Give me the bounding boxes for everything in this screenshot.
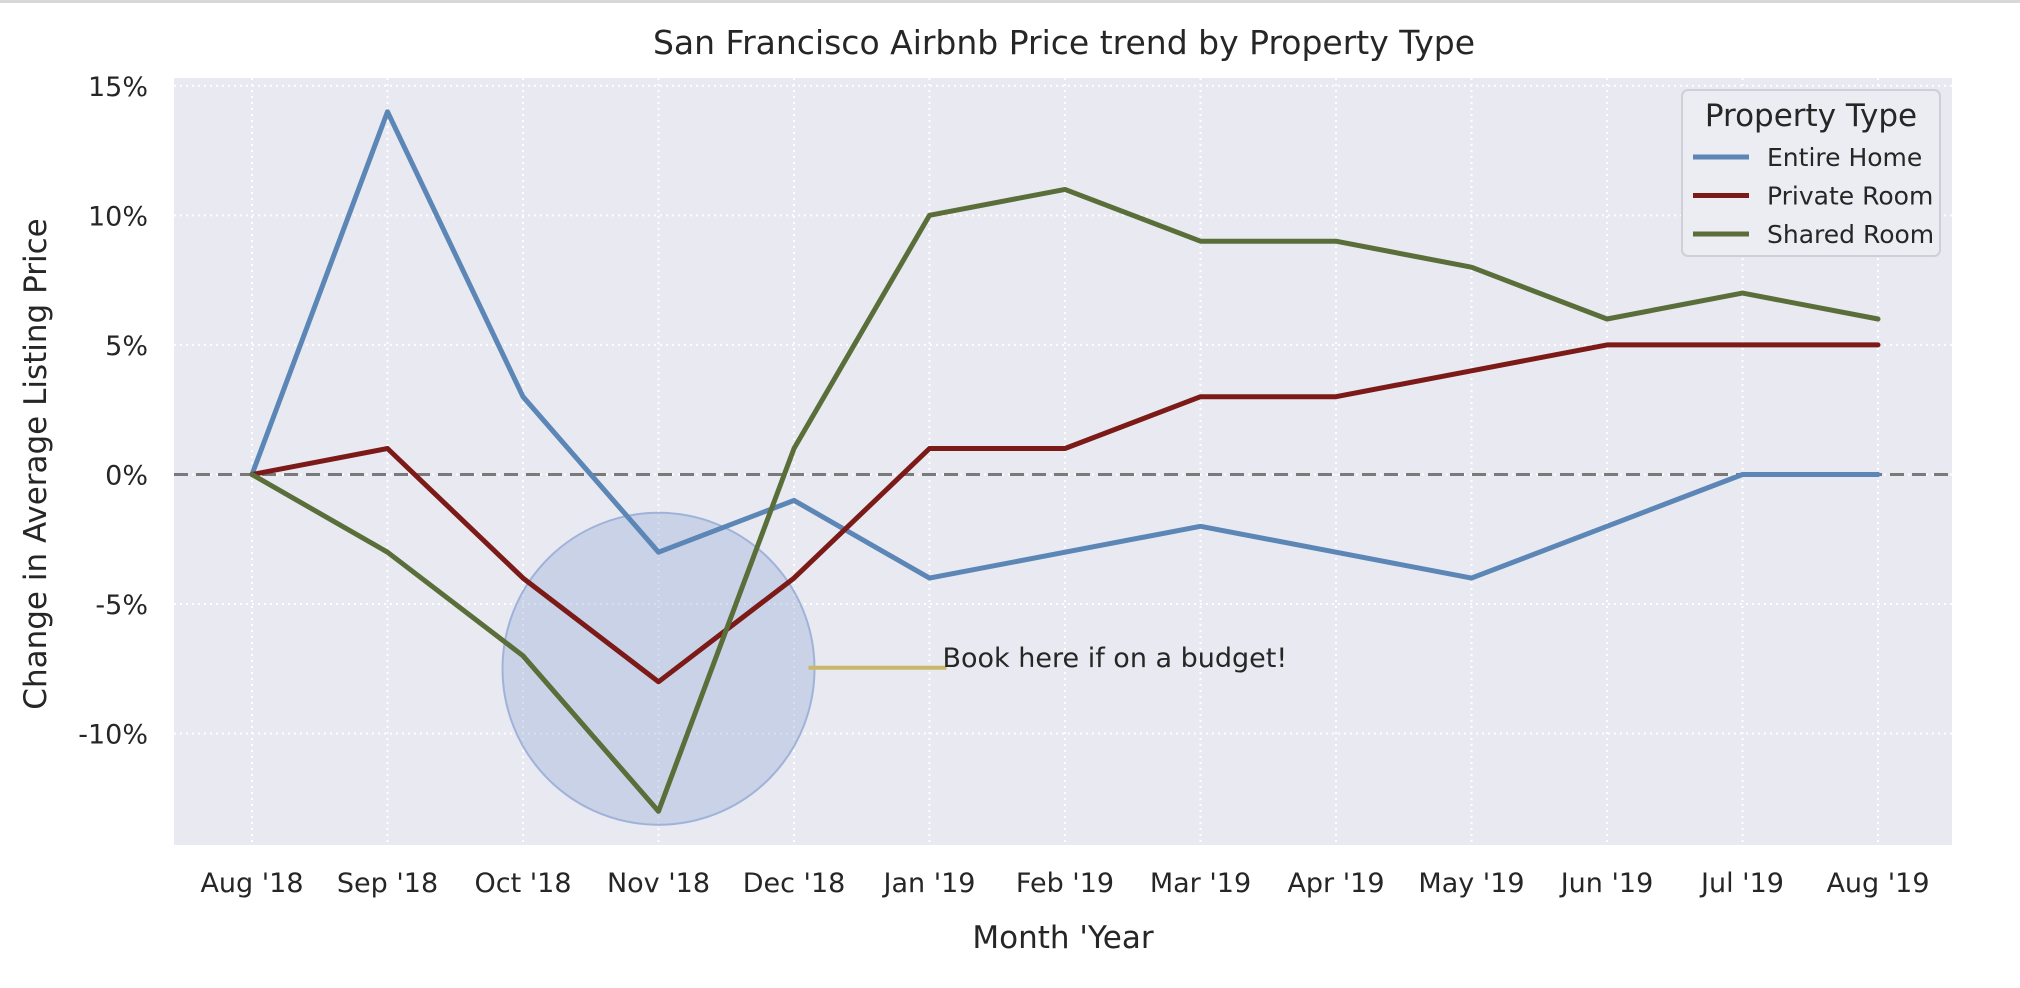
x-tick-label: Nov '18 <box>607 868 710 899</box>
series-line-entire-home <box>249 109 1881 581</box>
chart-title: San Francisco Airbnb Price trend by Prop… <box>653 23 1475 62</box>
y-tick-label: -5% <box>95 590 148 621</box>
legend-label: Entire Home <box>1767 143 1922 172</box>
x-tick-label: Dec '18 <box>743 868 846 899</box>
x-tick-label: Mar '19 <box>1150 868 1251 899</box>
legend-label: Private Room <box>1767 182 1933 211</box>
x-tick-label: Aug '18 <box>200 868 303 899</box>
series-lines <box>249 109 1881 814</box>
y-axis-title: Change in Average Listing Price <box>18 218 54 709</box>
legend-title: Property Type <box>1705 98 1917 134</box>
y-tick-label: 5% <box>105 331 148 362</box>
y-axis-tick-labels: 15% 10% 5% 0% -5% -10% <box>78 72 148 751</box>
y-tick-label: 0% <box>105 460 148 491</box>
budget-annotation <box>501 511 947 826</box>
budget-highlight-circle <box>501 511 816 826</box>
legend-items: Entire Home Private Room Shared Room <box>1693 143 1934 249</box>
x-tick-label: Jul '19 <box>1699 868 1784 899</box>
x-axis-tick-labels: Aug '18 Sep '18 Oct '18 Nov '18 Dec '18 Jan '… <box>200 868 1929 899</box>
series-line-private-room <box>249 342 1881 685</box>
x-tick-label: Aug '19 <box>1826 868 1929 899</box>
x-tick-label: Sep '18 <box>337 868 438 899</box>
y-tick-label: 10% <box>88 201 148 232</box>
y-tick-label: 15% <box>88 72 148 103</box>
plot-area <box>174 78 1952 845</box>
x-tick-label: Jan '19 <box>882 868 976 899</box>
y-tick-label: -10% <box>78 720 148 751</box>
x-tick-label: Feb '19 <box>1016 868 1114 899</box>
x-tick-label: May '19 <box>1418 868 1524 899</box>
x-tick-label: Jun '19 <box>1559 868 1654 899</box>
legend-label: Shared Room <box>1767 220 1934 249</box>
x-tick-label: Oct '18 <box>474 868 571 899</box>
x-axis-title: Month 'Year <box>972 920 1153 956</box>
annotation-text: Book here if on a budget! <box>943 643 1288 674</box>
legend: Property Type Entire Home Private Room Sha… <box>1681 89 1941 257</box>
legend-box <box>1681 89 1941 257</box>
window-top-border <box>0 0 2020 3</box>
x-tick-label: Apr '19 <box>1287 868 1384 899</box>
series-line-shared-room <box>249 186 1881 814</box>
